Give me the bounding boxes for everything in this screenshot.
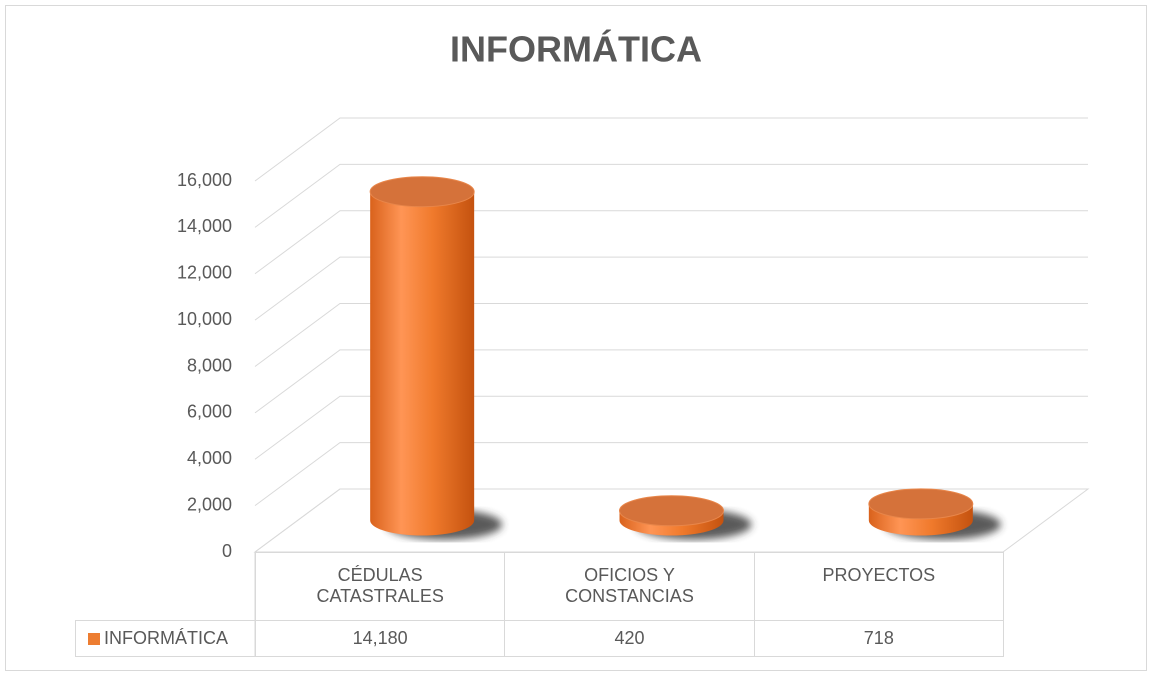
y-tick-label: 4,000 [187,448,232,468]
bar-top [868,488,974,520]
y-tick-label: 10,000 [177,309,232,329]
y-tick-label: 14,000 [177,216,232,236]
grid-line [254,303,1088,367]
cell-text: 718 [863,628,894,648]
value-cell: 420 [504,620,755,657]
bar [868,488,974,536]
y-tick-label: 12,000 [177,263,232,283]
category-cell: OFICIOS Y CONSTANCIAS [504,552,755,621]
cell-text: 420 [614,628,645,648]
bar-body [370,191,475,536]
grid-line [254,442,1088,507]
bar-top [369,176,475,208]
chart-title: INFORMÁTICA [450,29,702,70]
value-cell: 718 [753,620,1004,657]
y-tick-label: 6,000 [187,402,232,422]
grid-line [254,117,1088,182]
value-cell: 14,180 [255,620,506,657]
y-tick-label: 16,000 [177,170,232,190]
cell-text: OFICIOS Y CONSTANCIAS [565,565,694,606]
bar [369,176,475,536]
y-tick-label: 2,000 [187,494,232,514]
y-tick-label: 8,000 [187,355,232,375]
grid-line [254,210,1088,275]
category-cell: PROYECTOS [753,552,1004,621]
grid-line [254,395,1088,460]
legend-text: INFORMÁTICA [104,628,228,648]
bar [619,495,724,536]
cell-text: CÉDULAS CATASTRALES [316,565,444,606]
cell-text: PROYECTOS [822,565,936,585]
legend-cell: INFORMÁTICA [75,620,256,657]
legend-key [88,632,100,645]
chart-border [5,5,1147,671]
y-tick-label: 0 [222,541,232,561]
category-cell: CÉDULAS CATASTRALES [255,552,506,621]
cell-text: 14,180 [352,628,408,648]
grid-line [254,488,1088,553]
grid-line [254,163,1088,228]
bar-top [619,495,724,527]
grid-line [254,256,1088,321]
grid-line [254,349,1088,414]
